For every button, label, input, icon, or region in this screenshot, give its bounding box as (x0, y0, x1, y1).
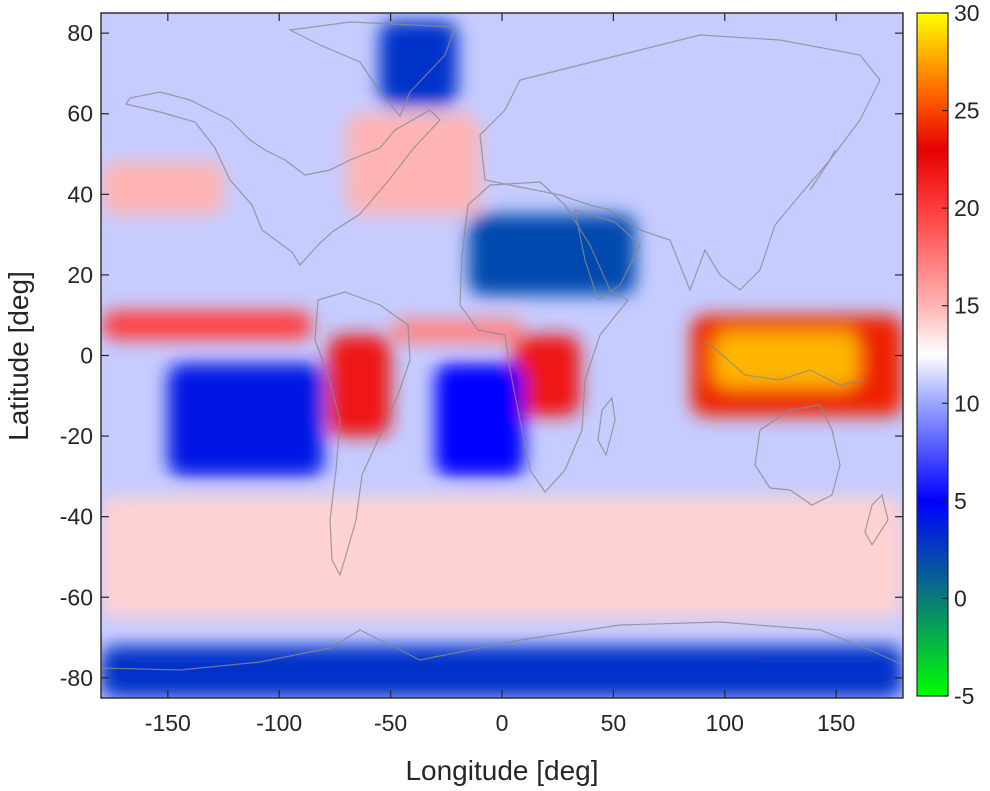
region-north-pacific-storm-track (101, 162, 224, 215)
map-plot-area (101, 13, 903, 698)
colorbar-tick-label: 25 (954, 98, 980, 124)
colorbar-tick-label: 20 (954, 195, 980, 221)
colorbar-tick-label: 0 (954, 585, 967, 611)
coastline-new-zealand (864, 493, 889, 547)
y-tick-label: 80 (67, 20, 93, 46)
y-tick-label: -20 (60, 423, 93, 449)
region-maritime-continent-peak (713, 331, 859, 388)
region-sahara-arabia (468, 214, 636, 296)
y-axis-label: Latitude [deg] (3, 271, 34, 441)
y-axis: 80 60 40 20 0 -20 -40 -60 -80 (60, 20, 903, 691)
colorbar-tick-label: 30 (954, 0, 980, 26)
x-tick-label: 100 (706, 710, 744, 736)
colorbar: 30 25 20 15 10 5 0 -5 (916, 0, 980, 709)
colorbar-ticks: 30 25 20 15 10 5 0 -5 (942, 0, 980, 709)
colorbar-frame (916, 12, 949, 697)
y-tick-label: 0 (80, 343, 93, 369)
coastline-greenland (287, 21, 456, 118)
x-tick-label: 0 (496, 710, 509, 736)
x-tick-label: -150 (145, 710, 191, 736)
x-axis: -150 -100 -50 0 50 100 150 (145, 13, 855, 736)
region-itcz-atlantic (390, 319, 525, 344)
y-tick-label: -40 (60, 504, 93, 530)
y-tick-label: 60 (67, 101, 93, 127)
region-tropical-africa (513, 335, 580, 416)
coastlines (101, 21, 903, 671)
coastline-japan (809, 149, 836, 191)
x-tick-label: -50 (374, 710, 407, 736)
coastline-madagascar (597, 396, 616, 457)
field-regions (101, 21, 903, 698)
y-tick-label: 40 (67, 181, 93, 207)
region-amazon (328, 335, 391, 437)
x-tick-label: 150 (817, 710, 855, 736)
colorbar-tick-label: -5 (954, 683, 974, 709)
y-tick-label: 20 (67, 262, 93, 288)
coastline-indonesia (704, 339, 866, 386)
colorbar-gradient (917, 13, 948, 696)
region-southern-ocean-belt (101, 496, 903, 618)
colorbar-tick-label: 10 (954, 390, 980, 416)
y-tick-label: -60 (60, 584, 93, 610)
coastline-arabia (574, 209, 641, 301)
colorbar-tick-label: 5 (954, 488, 967, 514)
coastline-south-america (314, 291, 411, 577)
region-greenland (379, 21, 458, 106)
region-south-pacific-dry (167, 363, 324, 477)
x-axis-label: Longitude [deg] (405, 755, 598, 786)
coastline-eurasia (479, 34, 881, 292)
x-tick-label: -100 (256, 710, 302, 736)
region-antarctica (101, 645, 903, 698)
region-north-atlantic-storm-track (346, 113, 480, 215)
coastline-australia (754, 404, 841, 506)
coastline-africa (459, 181, 629, 493)
region-itcz-pacific (101, 311, 313, 340)
x-tick-label: 50 (601, 710, 627, 736)
coastline-north-america (125, 91, 441, 266)
coastline-antarctica (101, 621, 903, 671)
region-south-atlantic-dry (435, 363, 525, 477)
y-tick-label: -80 (60, 665, 93, 691)
colorbar-tick-label: 15 (954, 293, 980, 319)
